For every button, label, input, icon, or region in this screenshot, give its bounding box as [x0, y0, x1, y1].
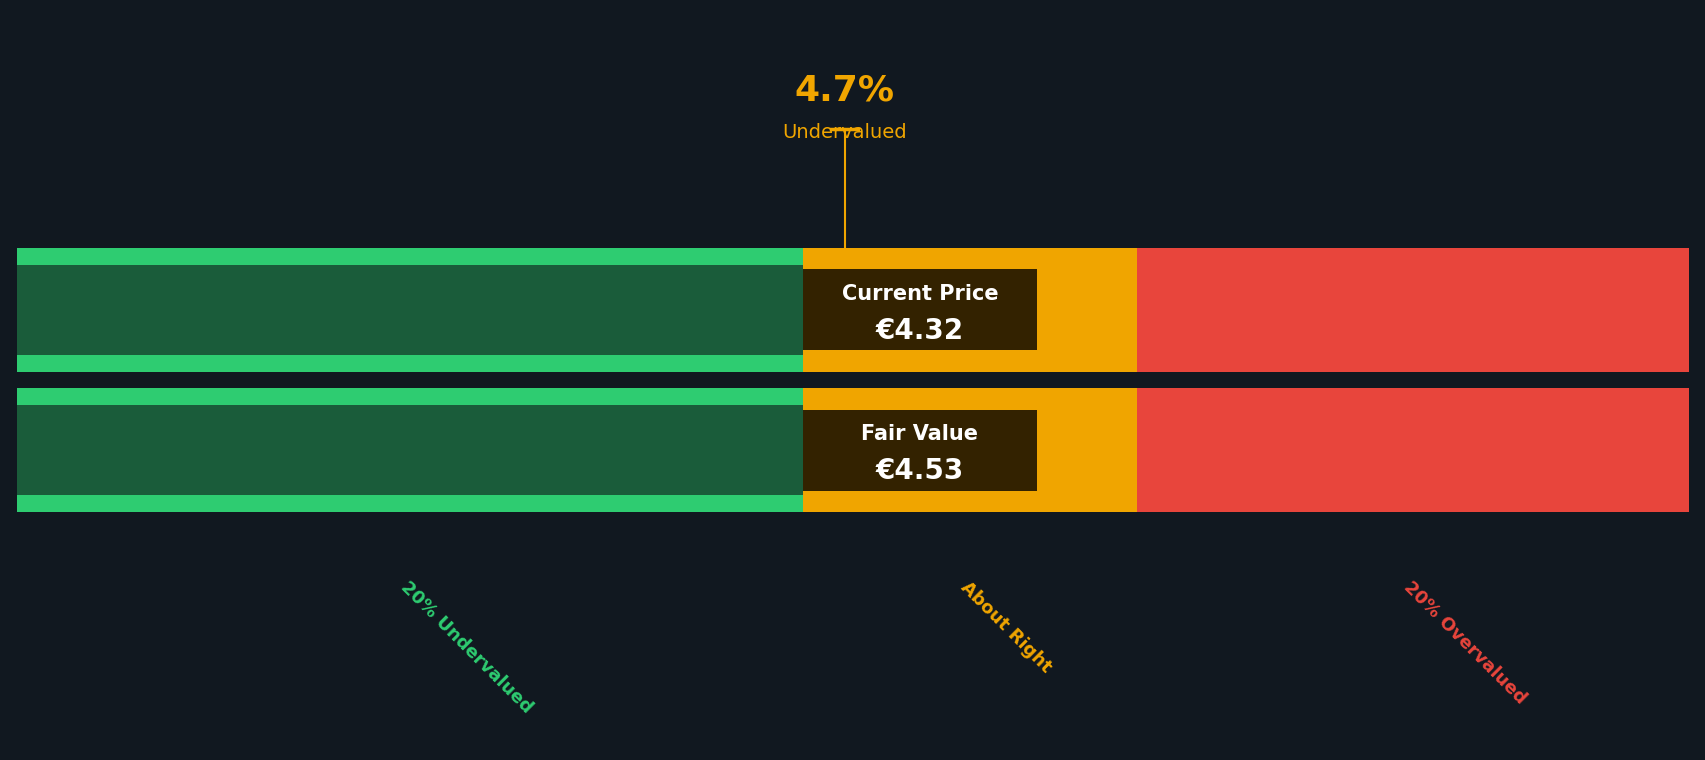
Text: 20% Undervalued: 20% Undervalued [397, 578, 535, 717]
Text: 20% Overvalued: 20% Overvalued [1400, 578, 1529, 708]
Text: 4.7%: 4.7% [795, 74, 893, 107]
Bar [1137, 248, 1688, 372]
Text: Current Price: Current Price [841, 284, 997, 304]
Bar [1137, 388, 1688, 512]
Text: Undervalued: Undervalued [783, 123, 907, 142]
Text: Fair Value: Fair Value [861, 424, 977, 445]
Text: €4.53: €4.53 [875, 458, 963, 486]
Bar [803, 248, 1137, 372]
Text: About Right: About Right [957, 578, 1055, 676]
Bar [17, 388, 803, 512]
Bar [803, 270, 1037, 350]
Bar [17, 405, 803, 495]
Text: €4.32: €4.32 [875, 317, 963, 345]
Bar [803, 410, 1037, 490]
Bar [17, 265, 803, 355]
Bar [803, 388, 1137, 512]
Bar [17, 248, 803, 372]
